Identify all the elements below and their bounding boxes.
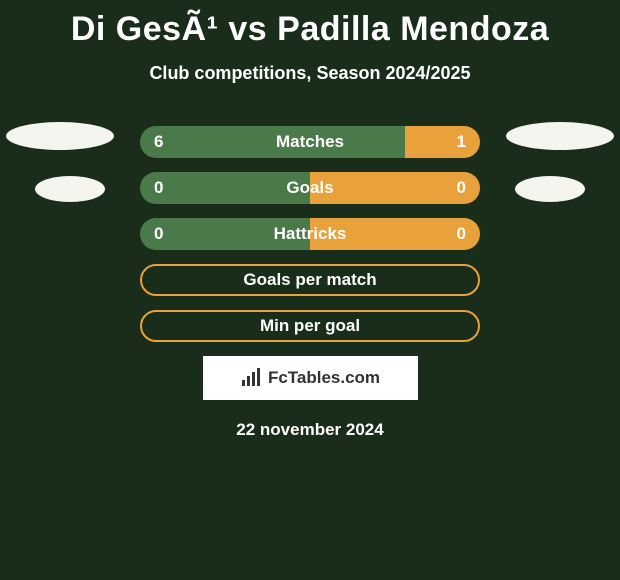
- decorative-oval: [506, 122, 614, 150]
- stat-right-value: 0: [457, 218, 466, 250]
- snapshot-date: 22 november 2024: [0, 420, 620, 440]
- stat-left-fill: [140, 172, 310, 204]
- decorative-oval: [6, 122, 114, 150]
- stat-right-fill: [310, 218, 480, 250]
- stat-right-fill: [310, 172, 480, 204]
- stat-right-fill: [405, 126, 480, 158]
- stat-left-fill: [140, 126, 405, 158]
- stat-label: Min per goal: [142, 310, 478, 342]
- brand-label: FcTables.com: [268, 368, 380, 388]
- stat-right-value: 1: [457, 126, 466, 158]
- stat-right-value: 0: [457, 172, 466, 204]
- stat-row: Min per goal: [140, 310, 480, 342]
- stat-row: Goals00: [140, 172, 480, 204]
- decorative-oval: [35, 176, 105, 202]
- stat-left-value: 0: [154, 172, 163, 204]
- stat-left-value: 0: [154, 218, 163, 250]
- stats-rows: Matches61Goals00Hattricks00Goals per mat…: [0, 126, 620, 342]
- decorative-oval: [515, 176, 585, 202]
- bar-chart-icon: [240, 368, 262, 388]
- comparison-title: Di GesÃ¹ vs Padilla Mendoza: [0, 0, 620, 49]
- comparison-subtitle: Club competitions, Season 2024/2025: [0, 63, 620, 84]
- brand-badge: FcTables.com: [203, 356, 418, 400]
- stat-row: Hattricks00: [140, 218, 480, 250]
- stat-left-fill: [140, 218, 310, 250]
- stat-row: Matches61: [140, 126, 480, 158]
- stat-label: Goals per match: [142, 264, 478, 296]
- stat-row: Goals per match: [140, 264, 480, 296]
- stat-left-value: 6: [154, 126, 163, 158]
